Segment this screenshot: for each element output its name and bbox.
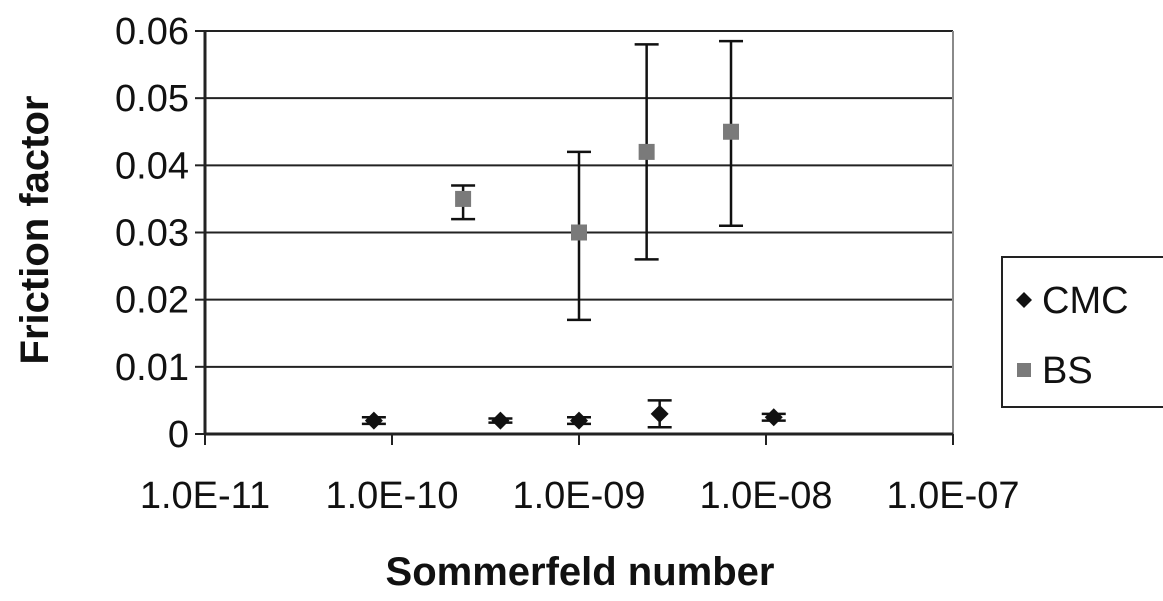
legend-box [1001, 256, 1163, 408]
data-point-bs [571, 224, 587, 241]
legend-label: CMC [1042, 280, 1129, 322]
x-tick-label: 1.0E-08 [699, 475, 832, 517]
y-tick-label: 0.06 [115, 11, 189, 53]
data-point-cmc [364, 411, 383, 430]
y-axis-title: Friction factor [13, 96, 57, 365]
data-points [361, 39, 786, 430]
legend: CMC BS [1001, 256, 1163, 408]
legend-marker-bs [1017, 363, 1031, 377]
data-point-cmc [764, 408, 783, 427]
x-tick-label: 1.0E-09 [512, 475, 645, 517]
y-tick-label: 0.02 [115, 280, 189, 322]
data-point-bs [638, 143, 655, 160]
x-tick-label: 1.0E-07 [886, 475, 1019, 517]
axes: 0 0.01 0.02 0.03 0.04 0.05 0.06 1.0E-11 1.0E-10 1… [115, 11, 1020, 517]
y-tick-label: 0.04 [115, 145, 189, 187]
data-point-bs [723, 123, 740, 140]
y-tick-label: 0.03 [115, 213, 189, 255]
data-point-bs [455, 190, 472, 207]
x-axis-title: Sommerfeld number [386, 550, 775, 594]
legend-marker-cmc [1016, 292, 1032, 308]
y-tick-label: 0 [168, 414, 189, 456]
data-point-cmc [650, 404, 669, 423]
y-tick-label: 0.05 [115, 78, 189, 120]
x-tick-label: 1.0E-11 [140, 475, 270, 517]
y-tick-label: 0.01 [115, 347, 189, 389]
data-point-cmc [570, 411, 588, 430]
legend-label: BS [1042, 350, 1093, 392]
data-point-cmc [491, 411, 510, 430]
x-tick-label: 1.0E-10 [325, 475, 458, 517]
